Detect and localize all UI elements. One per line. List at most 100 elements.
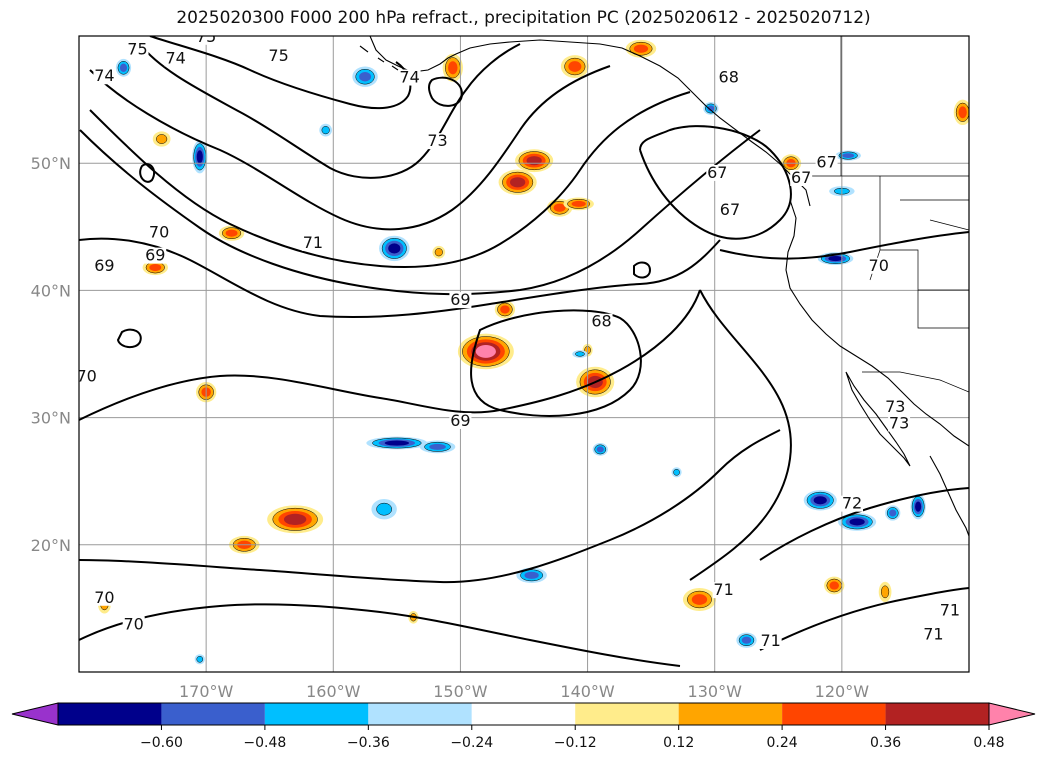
contour-69-south [79,289,701,421]
colorbar-swatch-1 [161,703,265,725]
contour-closed-small-2 [428,76,464,107]
contour-label-11: 70 [94,588,114,607]
colorbar-extend-low [11,702,59,726]
contour-label-14: 69 [145,246,165,265]
precip-area-45 [592,443,608,456]
precip-level-31-2 [119,63,128,72]
precipitation-layer [98,39,969,665]
contour-label-23: 73 [885,397,905,416]
precip-level-17-2 [829,581,839,590]
contour-label-0: 75 [127,40,147,59]
contour-label-13: 69 [94,256,114,275]
contour-label-9: 70 [869,256,889,275]
contour-label-bg-4 [164,50,187,67]
map-area: 75 75 75 74 74 74 73 71 70 70 70 70 70 69 69 69 69 68 67 67… [76,36,969,672]
precip-area-35 [910,493,926,520]
precip-level-32-3 [828,256,843,262]
precip-level-18-2 [958,106,967,119]
map-title: 2025020300 F000 200 hPa refract., precip… [176,8,871,28]
contour-label-bg-6 [426,133,449,150]
precip-level-42-1 [321,126,330,135]
precip-area-22 [432,245,446,259]
precip-level-45-2 [596,446,604,453]
contour-label-bg-5 [398,69,421,86]
island-chain [359,45,415,77]
precip-area-40 [703,102,719,115]
precip-area-2 [267,505,324,534]
contour-label-bg-25 [712,582,735,599]
precip-level-44-1 [575,351,585,357]
colorbar-swatch-2 [264,703,369,725]
precip-area-20 [152,131,171,147]
precip-level-6-2 [568,61,582,72]
contour-label-5: 74 [399,68,419,87]
contour-label-bg-12 [122,616,145,633]
contour-label-bg-9 [867,257,890,274]
colorbar-swatch-4 [471,703,576,725]
precip-area-17 [824,576,845,595]
precip-level-35-3 [915,501,922,512]
colorbar: −0.60 −0.48 −0.36 −0.24 −0.12 0.12 0.24 0.36 0.4… [11,702,1036,751]
contour-label-4: 74 [165,48,185,67]
contour-label-10: 70 [76,366,96,385]
contour-label-8: 70 [149,223,169,242]
colorbar-tick-label-6: 0.24 [767,735,798,751]
contour-label-bg-2 [267,47,290,64]
contour-label-27: 71 [940,600,960,619]
precip-level-4-3 [526,156,542,166]
contour-label-15: 69 [450,290,470,309]
contour-label-29: 72 [842,494,862,513]
precip-level-11-2 [225,229,238,237]
colorbar-tick-label-1: −0.48 [243,735,286,751]
contour-label-bg-7 [301,234,324,251]
contour-label-bg-3 [93,68,116,85]
precip-area-25 [371,499,397,520]
colorbar-tick-label-7: 0.36 [870,735,901,751]
precip-level-29-2 [359,71,372,82]
contour-label-bg-22 [717,69,740,86]
precip-level-13-2 [553,203,566,212]
contour-label-bg-19 [706,164,729,181]
colorbar-tick-label-5: 0.12 [663,735,694,751]
precip-level-43-1 [196,655,204,663]
precip-area-29 [352,66,378,87]
contour-label-bg-21 [815,154,838,171]
contour-closed-small-4 [116,328,142,348]
precip-level-15-2 [633,44,649,53]
colorbar-tick-label-3: −0.24 [450,735,493,751]
contour-71-south [79,429,781,584]
contour-label-bg-15 [449,292,472,309]
longitude-labels: 170°W 160°W 150°W 140°W 130°W 120°W [179,682,869,701]
precip-area-39 [835,150,861,161]
contour-label-25: 71 [713,580,733,599]
precip-level-0-4 [475,345,496,358]
precip-area-18 [953,99,969,126]
precip-area-43 [194,654,205,665]
precip-level-28-3 [388,243,401,254]
border-us-mexico [862,371,969,393]
precip-level-36-2 [889,509,897,517]
precip-area-19 [878,581,892,603]
precip-level-14-2 [571,200,586,207]
precip-level-33-3 [849,518,865,526]
precip-level-5-2 [448,61,458,75]
contour-label-bg-13 [93,257,116,274]
precip-area-3 [498,169,537,195]
contour-labels: 75 75 75 74 74 74 73 71 70 70 70 70 70 69 69 69 69 68 67 67… [76,36,961,650]
precip-area-15 [625,39,657,58]
precip-level-46-1 [673,468,680,476]
colorbar-tick-label-2: −0.36 [347,735,390,751]
contour-label-bg-11 [93,589,116,606]
colorbar-swatch-5 [575,703,679,725]
precip-level-20-1 [156,134,168,144]
colorbar-tick-label-8: 0.48 [973,735,1004,751]
contour-label-bg-20 [790,170,813,187]
colorbar-tick-label-0: −0.60 [140,735,183,751]
coastline-mexico [929,455,969,537]
precip-area-7 [682,588,716,611]
lon-tick-label-1: 160°W [306,682,361,701]
precip-area-42 [319,123,333,137]
precip-area-30 [192,140,208,174]
colorbar-swatch-8 [885,703,989,725]
precip-level-12-2 [500,305,510,314]
